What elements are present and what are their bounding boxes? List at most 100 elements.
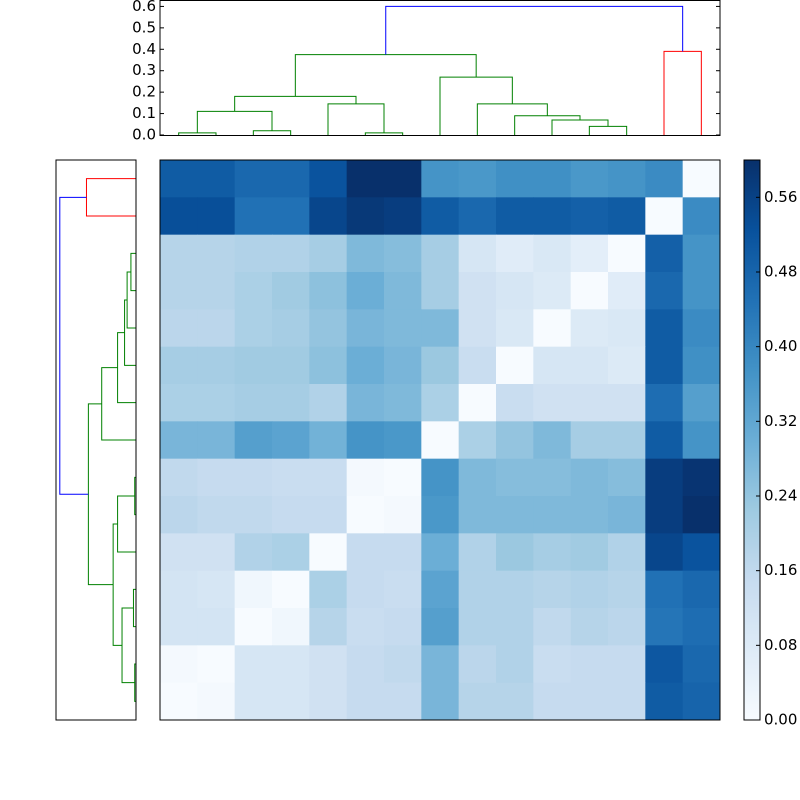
colorbar (743, 159, 761, 721)
heatmap-cell (682, 309, 721, 348)
heatmap-cell (458, 272, 497, 310)
heatmap-cell (309, 533, 348, 572)
heatmap-cell (309, 458, 348, 497)
heatmap-cell (570, 682, 609, 721)
heatmap-cell (682, 682, 721, 721)
top-dendrogram-link (663, 50, 702, 135)
heatmap-cell (645, 458, 684, 497)
heatmap-cell (608, 496, 646, 534)
heatmap-cell (272, 272, 310, 310)
heatmap-cell (272, 645, 310, 684)
heatmap-cell (160, 533, 198, 572)
heatmap-cell (496, 608, 534, 646)
heatmap-cell (496, 496, 534, 534)
heatmap-cell (645, 496, 684, 534)
heatmap-cell (272, 309, 310, 348)
top-dendrogram-link (476, 103, 548, 135)
heatmap-cell (309, 272, 348, 310)
heatmap-cell (309, 496, 348, 534)
heatmap-cell (570, 570, 609, 609)
heatmap-cell (234, 197, 273, 236)
heatmap-cell (608, 682, 646, 721)
heatmap-cell (309, 682, 348, 721)
colorbar-tick-label: 0.48 (764, 263, 797, 281)
heatmap-cell (496, 533, 534, 572)
heatmap-cell (570, 421, 609, 460)
heatmap-cell (346, 197, 385, 236)
colorbar-tick-label: 0.32 (764, 412, 797, 430)
heatmap-cell (197, 197, 236, 236)
heatmap-cell (384, 458, 422, 497)
heatmap-cell (608, 346, 646, 385)
heatmap-cell (197, 384, 236, 422)
heatmap-cell (384, 682, 422, 721)
heatmap-cell (160, 272, 198, 310)
heatmap-cell (234, 160, 273, 198)
heatmap-cell (421, 197, 460, 236)
heatmap-cell (309, 160, 348, 198)
heatmap-cell (197, 570, 236, 609)
heatmap-cell (197, 272, 236, 310)
heatmap-cell (458, 234, 497, 273)
heatmap-cell (682, 234, 721, 273)
heatmap-cell (533, 234, 572, 273)
heatmap-cell (608, 309, 646, 348)
heatmap-cell (234, 309, 273, 348)
heatmap-cell (272, 458, 310, 497)
heatmap-cell (160, 645, 198, 684)
heatmap-cell (608, 458, 646, 497)
heatmap-cell (458, 384, 497, 422)
heatmap-cell (197, 160, 236, 198)
heatmap-cell (421, 309, 460, 348)
heatmap-cell (234, 384, 273, 422)
colorbar-tick-label: 0.16 (764, 561, 797, 579)
colorbar-tick-label: 0.40 (764, 337, 797, 355)
heatmap-cell (384, 533, 422, 572)
heatmap-cell (570, 160, 609, 198)
heatmap-cell (309, 309, 348, 348)
heatmap-cell (197, 608, 236, 646)
heatmap-cell (496, 309, 534, 348)
heatmap-cell (458, 421, 497, 460)
heatmap-cell (533, 570, 572, 609)
heatmap-cell (384, 346, 422, 385)
heatmap-cell (197, 496, 236, 534)
heatmap-cell (160, 608, 198, 646)
colorbar-tick-label: 0.00 (764, 711, 797, 729)
heatmap-cell (234, 421, 273, 460)
heatmap-cell (309, 197, 348, 236)
heatmap-cell (421, 384, 460, 422)
left-dendrogram-link (112, 523, 123, 646)
heatmap-cell (570, 608, 609, 646)
heatmap-cell (272, 533, 310, 572)
heatmap-cell (197, 645, 236, 684)
heatmap-cell (272, 570, 310, 609)
heatmap-frame (159, 159, 721, 721)
heatmap-cell (309, 645, 348, 684)
heatmap-cell (682, 458, 721, 497)
heatmap-cell (496, 682, 534, 721)
heatmap-cell (421, 533, 460, 572)
heatmap-cell (197, 309, 236, 348)
heatmap-cell (421, 682, 460, 721)
heatmap-cell (384, 608, 422, 646)
heatmap-cell (682, 346, 721, 385)
left-dendrogram-link (59, 196, 89, 495)
heatmap-cell (197, 346, 236, 385)
top-dendrogram-frame (159, 0, 721, 136)
heatmap-cell (421, 346, 460, 385)
heatmap-cell (234, 570, 273, 609)
heatmap-cell (496, 346, 534, 385)
heatmap-cell (272, 234, 310, 273)
heatmap-cell (645, 346, 684, 385)
heatmap-cell (346, 608, 385, 646)
heatmap-cell (458, 309, 497, 348)
heatmap-cell (645, 272, 684, 310)
heatmap-cell (309, 570, 348, 609)
heatmap-cell (682, 496, 721, 534)
y-tick-label: 0.5 (132, 18, 156, 36)
top-dendrogram-link (514, 115, 581, 135)
left-dendrogram-link (130, 252, 136, 292)
top-dendrogram-link (196, 110, 273, 133)
